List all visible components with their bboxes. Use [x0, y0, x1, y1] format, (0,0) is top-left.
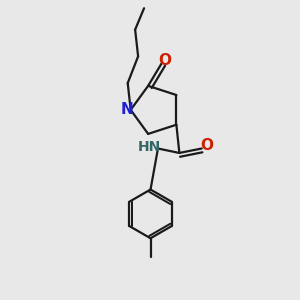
Text: N: N — [121, 102, 134, 117]
Text: O: O — [159, 53, 172, 68]
Text: HN: HN — [138, 140, 161, 154]
Text: O: O — [200, 138, 214, 153]
